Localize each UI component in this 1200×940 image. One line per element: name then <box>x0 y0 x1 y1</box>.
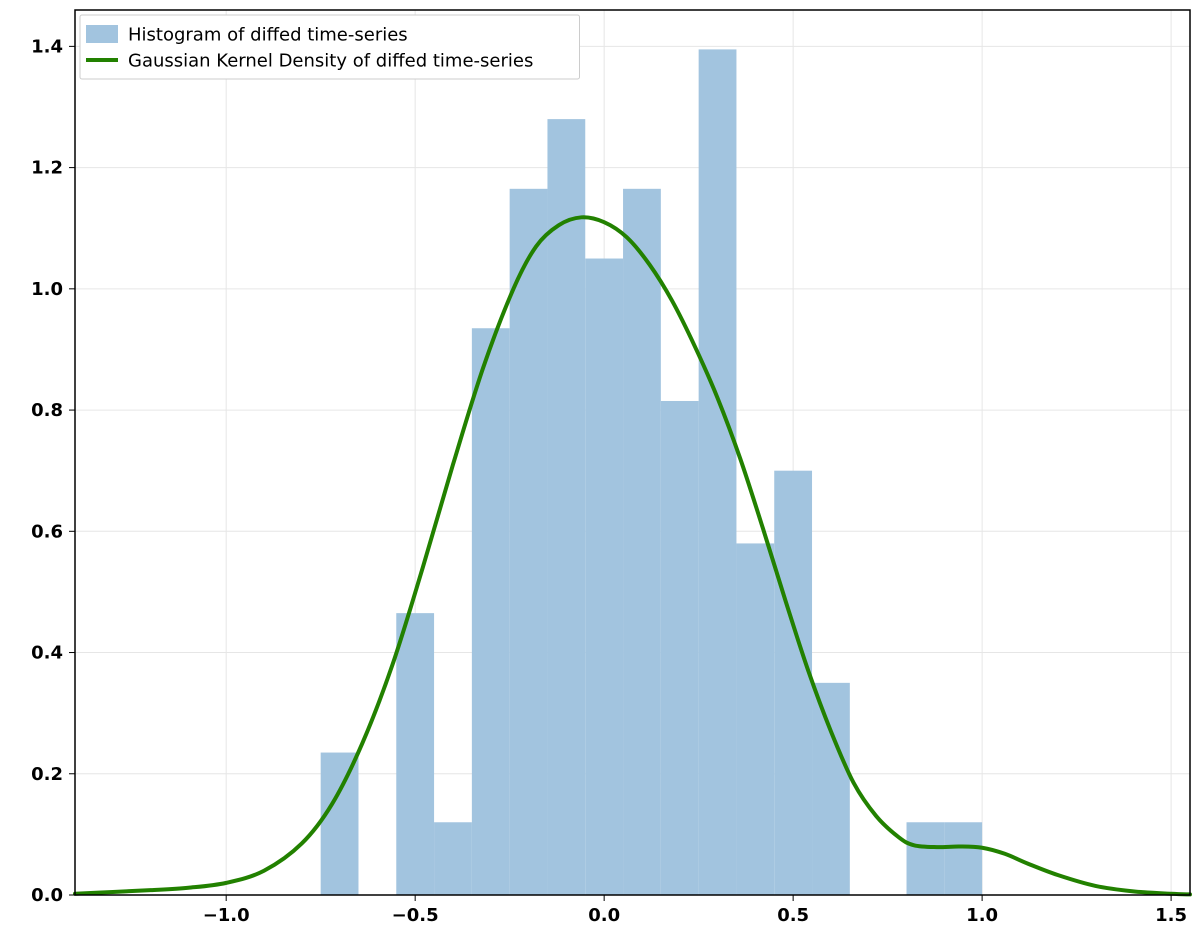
bar <box>321 753 359 895</box>
x-tick-label: 0.0 <box>588 905 620 926</box>
bar <box>623 189 661 895</box>
bar <box>907 822 945 895</box>
legend: Histogram of diffed time-series Gaussian … <box>80 15 580 79</box>
x-tick-label: 1.0 <box>966 905 998 926</box>
y-tick-label: 1.0 <box>31 279 63 300</box>
bar <box>812 683 850 895</box>
bar <box>774 471 812 895</box>
bar <box>434 822 472 895</box>
y-tick-label: 0.4 <box>31 643 63 664</box>
y-tick-label: 1.2 <box>31 158 63 179</box>
x-tick-label: 1.5 <box>1155 905 1187 926</box>
chart-svg: −1.0 −0.5 0.0 0.5 1.0 1.5 0.0 0.2 0.4 0.6 0.8 1.0 1.… <box>0 0 1200 940</box>
legend-swatch <box>86 25 118 43</box>
bar <box>736 543 774 895</box>
x-tick-label: 0.5 <box>777 905 809 926</box>
y-tick-label: 1.4 <box>31 36 63 57</box>
legend-label: Gaussian Kernel Density of diffed time-s… <box>128 50 533 71</box>
y-tick-label: 0.8 <box>31 400 63 421</box>
bar <box>510 189 548 895</box>
y-tick-label: 0.6 <box>31 521 63 542</box>
bar <box>944 822 982 895</box>
bar <box>396 613 434 895</box>
bar <box>699 49 737 895</box>
x-tick-label: −0.5 <box>392 905 439 926</box>
bar <box>585 259 623 895</box>
bar <box>472 328 510 895</box>
legend-label: Histogram of diffed time-series <box>128 24 408 45</box>
y-tick-label: 0.2 <box>31 764 63 785</box>
y-tick-label: 0.0 <box>31 885 63 906</box>
histogram-kde-chart: −1.0 −0.5 0.0 0.5 1.0 1.5 0.0 0.2 0.4 0.6 0.8 1.0 1.… <box>0 0 1200 940</box>
bar <box>661 401 699 895</box>
x-tick-label: −1.0 <box>203 905 250 926</box>
bar <box>547 119 585 895</box>
